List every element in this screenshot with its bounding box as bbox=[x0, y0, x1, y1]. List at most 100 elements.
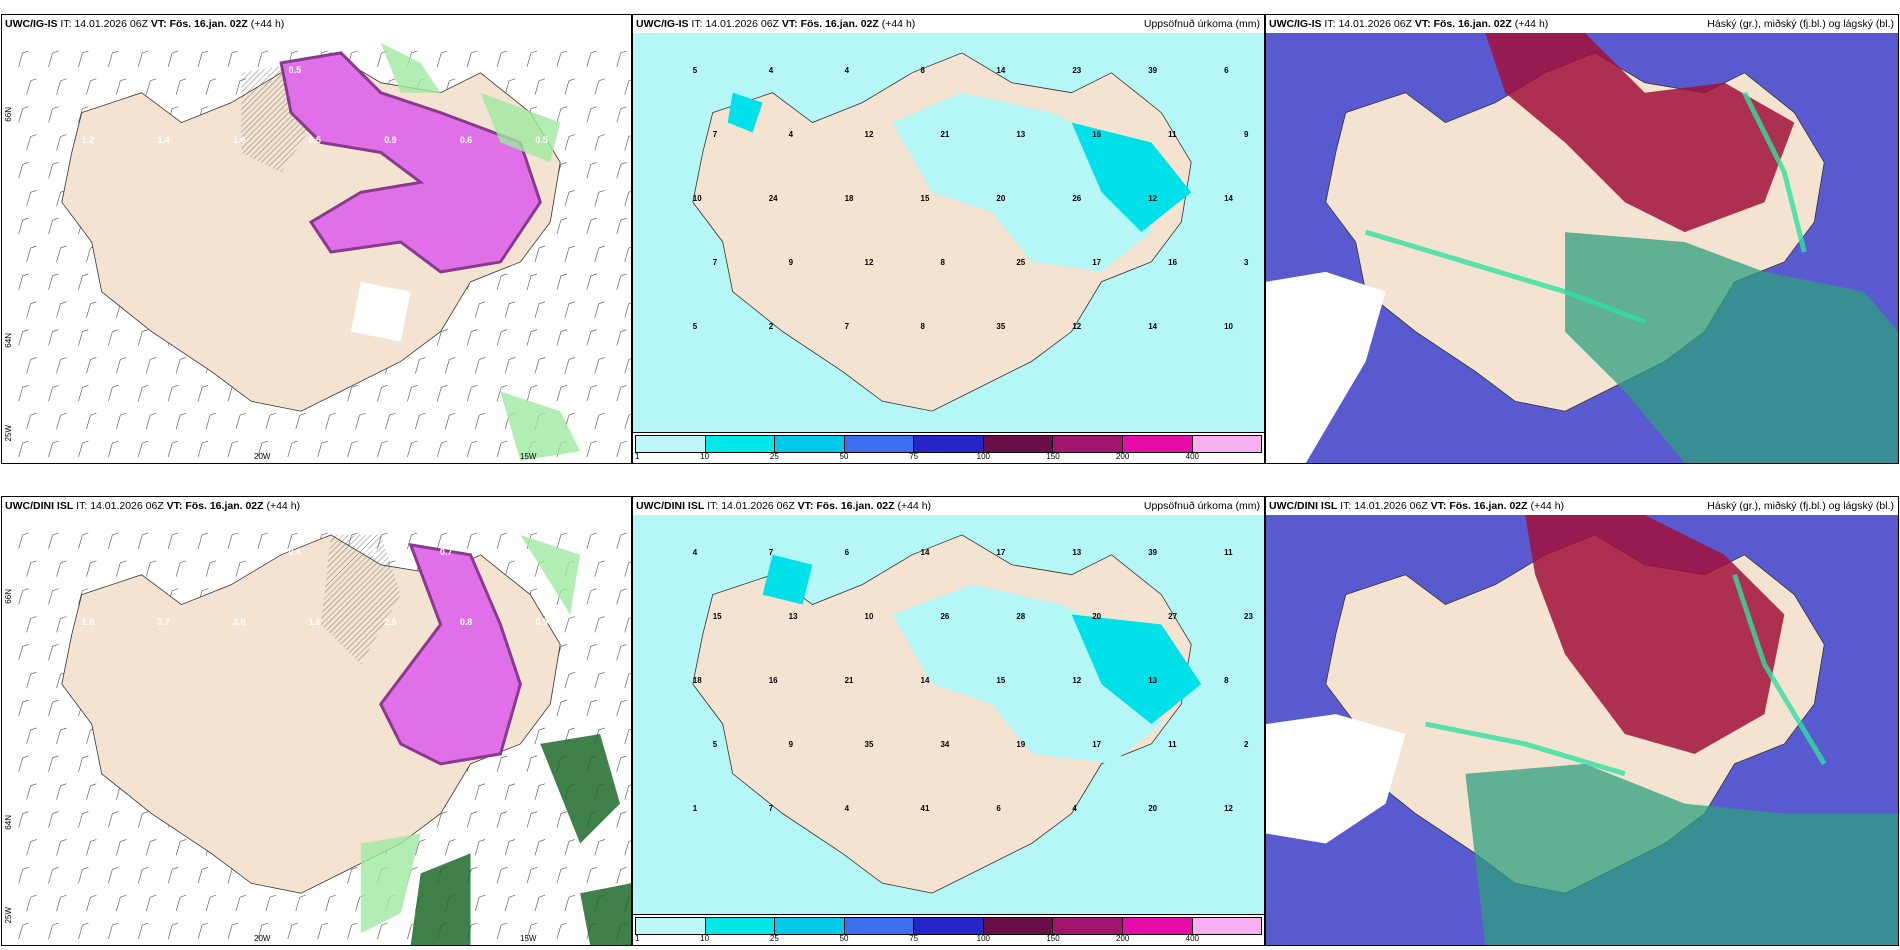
wind-barb bbox=[466, 811, 478, 828]
model-name: UWC/DINI ISL bbox=[1269, 500, 1338, 512]
map-svg bbox=[1266, 33, 1898, 463]
wind-barb bbox=[616, 644, 627, 661]
legend-colorbar bbox=[635, 917, 1262, 935]
wind-barb bbox=[466, 440, 478, 458]
map-value-label: 8 bbox=[1224, 676, 1229, 685]
wind-barb bbox=[197, 532, 209, 549]
wind-barb bbox=[26, 727, 37, 745]
wind-barb bbox=[78, 811, 89, 828]
map-value-label: 12 bbox=[1072, 322, 1081, 331]
legend-tick-label: 1 bbox=[635, 452, 640, 461]
map-value-label: 10 bbox=[1224, 322, 1233, 331]
wind-barb bbox=[564, 671, 576, 689]
wind-barb bbox=[564, 78, 576, 95]
map-value-label: 3 bbox=[1244, 258, 1249, 267]
wind-barb bbox=[227, 440, 239, 458]
map-value-label: 12 bbox=[865, 130, 874, 139]
map-value-label: 12 bbox=[1148, 194, 1157, 203]
wind-barb bbox=[257, 50, 268, 67]
lat-label-bottom: 64N bbox=[4, 333, 13, 348]
wind-barb bbox=[26, 671, 37, 689]
wind-barb bbox=[265, 412, 276, 430]
map-value-label: 3.7 bbox=[157, 617, 169, 627]
wind-barb bbox=[564, 839, 576, 856]
wind-barb bbox=[586, 217, 597, 235]
wind-barb bbox=[564, 134, 576, 151]
wind-barb bbox=[556, 867, 568, 884]
legend-swatch bbox=[775, 918, 845, 934]
legend-tick-label: 150 bbox=[1046, 452, 1060, 461]
map-value-label: 20 bbox=[1092, 612, 1101, 621]
wind-barb bbox=[325, 894, 336, 912]
hatched-area bbox=[320, 534, 401, 665]
lat-label-top: 66N bbox=[4, 107, 13, 122]
wind-barb bbox=[287, 440, 298, 458]
wind-barb bbox=[137, 532, 149, 549]
wind-barb bbox=[496, 532, 508, 549]
wind-barb bbox=[415, 412, 426, 430]
map-value-label: 0.4 bbox=[213, 65, 225, 75]
wind-barb bbox=[116, 78, 127, 95]
map-value-label: 6 bbox=[845, 548, 850, 557]
legend-swatch bbox=[844, 436, 915, 452]
wind-barb bbox=[145, 894, 157, 912]
wind-barb bbox=[205, 560, 217, 577]
map-value-label: 16 bbox=[1168, 258, 1177, 267]
legend-swatch bbox=[1122, 436, 1193, 452]
map-value-label: 17 bbox=[1092, 258, 1101, 267]
wind-barb bbox=[18, 867, 29, 884]
it-value: 14.01.2026 06Z bbox=[1354, 500, 1428, 512]
model-name: UWC/IG-IS bbox=[636, 18, 689, 30]
wind-barb bbox=[175, 894, 187, 912]
wind-barb bbox=[78, 50, 89, 67]
wind-barb bbox=[56, 134, 67, 151]
wind-barb bbox=[594, 671, 605, 689]
wind-barb bbox=[18, 329, 29, 346]
wind-barb bbox=[436, 385, 448, 402]
wind-barb bbox=[355, 412, 366, 430]
vt-label: VT: bbox=[1414, 18, 1431, 30]
map-value-label: 15 bbox=[713, 612, 722, 621]
wind-barb bbox=[78, 329, 89, 346]
wind-barb bbox=[86, 783, 97, 800]
wind-barb bbox=[18, 385, 29, 402]
wind-barb bbox=[526, 922, 538, 940]
wind-barb bbox=[594, 616, 605, 633]
map-svg bbox=[1266, 515, 1898, 945]
wind-barb bbox=[48, 106, 59, 123]
wind-barb bbox=[56, 412, 67, 430]
wind-barb bbox=[564, 357, 576, 374]
wind-barb bbox=[444, 412, 456, 430]
map-value-label: 0.3 bbox=[137, 65, 149, 75]
map-area: 4 7 6 14 17 13 39 11 15 13 10 26 28 20 27 23 18 16 21 14 15 1… bbox=[633, 515, 1264, 915]
rain-area bbox=[380, 42, 581, 462]
wind-barb bbox=[616, 50, 627, 67]
lat-label-bottom: 64N bbox=[4, 815, 13, 830]
map-value-label: 1.2 bbox=[82, 135, 94, 145]
wind-barb bbox=[48, 217, 59, 235]
wind-barb bbox=[137, 811, 149, 828]
wind-barb bbox=[108, 329, 119, 346]
wind-barb bbox=[624, 617, 631, 633]
map-value-label: 10 bbox=[693, 194, 702, 203]
wind-barb bbox=[56, 78, 67, 95]
lead-time: (+44 h) bbox=[881, 18, 916, 30]
wind-barb bbox=[167, 440, 179, 458]
wind-barb bbox=[18, 162, 29, 179]
legend-swatch bbox=[983, 918, 1054, 934]
legend-tick-label: 1 bbox=[635, 934, 640, 943]
wind-barb bbox=[18, 588, 29, 605]
map-value-label: 26 bbox=[940, 612, 949, 621]
legend-tick-label: 100 bbox=[976, 452, 991, 461]
wind-barb bbox=[556, 217, 568, 235]
it-value: 14.01.2026 06Z bbox=[1338, 18, 1412, 30]
wind-barb bbox=[586, 106, 597, 123]
map-value-label: 10 bbox=[865, 612, 874, 621]
wind-barb bbox=[594, 245, 605, 263]
wind-barb bbox=[48, 162, 59, 179]
lead-time: (+44 h) bbox=[1514, 18, 1549, 30]
wind-barb bbox=[235, 560, 247, 577]
it-value: 14.01.2026 06Z bbox=[90, 500, 164, 512]
wind-barb bbox=[466, 532, 478, 549]
wind-barb bbox=[436, 440, 448, 458]
